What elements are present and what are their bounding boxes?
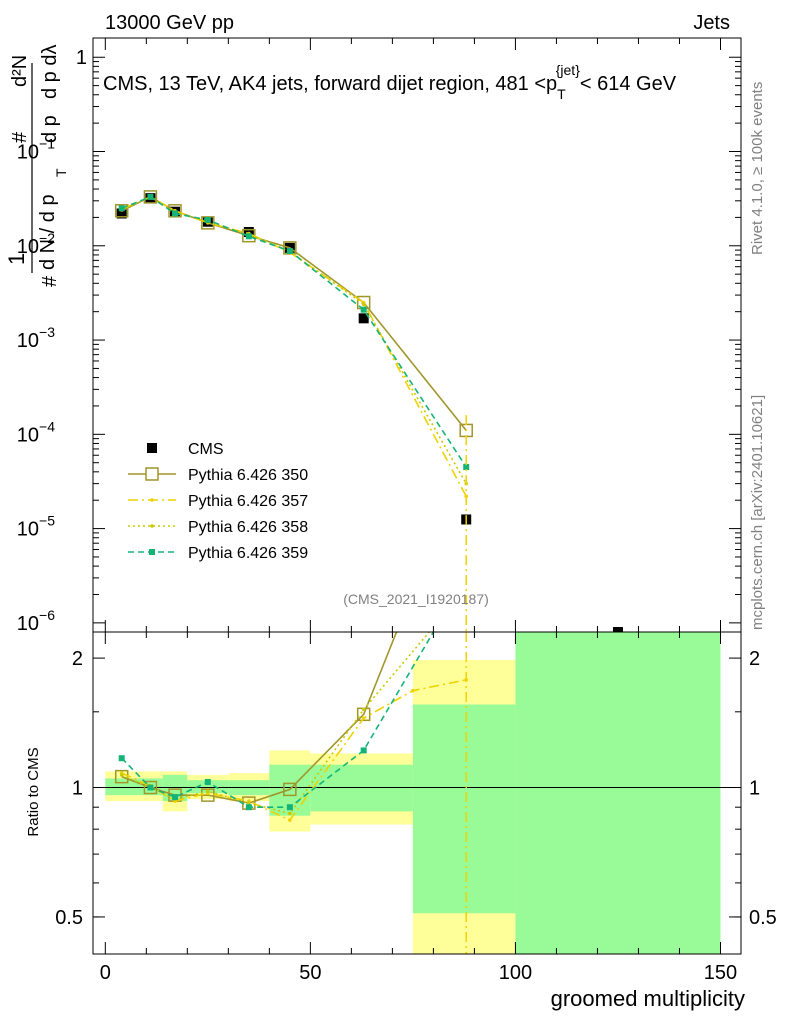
ratio-ylabel: Ratio to CMS [25,747,42,836]
pythia359-marker [286,248,293,255]
legend-label: Pythia 6.426 350 [188,467,308,484]
ratio-plot-bands [93,632,741,954]
ratio-series-line [121,631,435,808]
ratio-marker [288,818,292,822]
ratio-marker [360,747,367,754]
ratio-band-green [515,632,721,954]
pythia359-marker [172,210,179,217]
ratio-marker [361,716,366,720]
pythia359-marker [360,306,367,313]
ratio-marker [143,780,158,795]
pythia350-marker [168,204,182,218]
ratio-plot-axes: 0.5 0.5 1 1 2 2 0 50 100 150 [55,632,777,984]
rivet-version-label: Rivet 4.1.0, ≥ 100k events [749,82,766,255]
header-right: Jets [693,12,730,34]
main-plot-axes: 1 10−1 10−2 10−3 10−4 10−5 10−6 [17,38,741,635]
ratio-ytick-label-right: 0.5 [749,907,777,929]
cms-marker [116,208,127,219]
ylabel-d2n: d²N [9,55,31,87]
ratio-marker [411,688,415,693]
main-ylabel: 1 d N / d p T # d p d²N d p dλ # [4,45,69,287]
legend-marker [145,467,159,481]
ratio-marker [245,804,252,811]
x-axis-label: groomed multiplicity [551,986,745,1011]
pythia359-marker [463,464,470,471]
main-series-line [121,195,467,431]
pythia359-marker [245,233,252,240]
header-left: 13000 GeV pp [105,12,234,34]
main-series-line [121,196,467,468]
main-plot-frame [92,37,742,633]
ylabel-dlambda: d p dλ [39,45,61,99]
ratio-marker [247,801,251,805]
ratio-band-green [412,704,516,914]
main-ytick-label: 10−4 [17,418,55,446]
main-ytick-label: 1 [76,47,87,69]
ratio-marker [361,707,366,712]
x-tick-label: 0 [100,962,111,984]
legend-marker [150,498,154,502]
legend-marker-cms [147,443,157,453]
ylabel-one: 1 [4,253,29,265]
main-series-line [121,196,467,485]
x-tick-label: 150 [704,962,737,984]
ylabel-left: d N / d p [37,194,59,270]
ratio-ytick-label: 1 [72,778,83,800]
plot-title-sup: {jet} [556,62,580,78]
plot-title-pre: CMS, 13 TeV, AK4 jets, forward dijet reg… [103,73,557,95]
legend-label: Pythia 6.426 358 [188,519,308,536]
ratio-marker [288,811,292,816]
legend-label: Pythia 6.426 359 [188,545,308,562]
ratio-ytick-label-right: 2 [749,648,760,670]
legend-marker [150,524,154,528]
legend-label: Pythia 6.426 357 [188,493,308,510]
main-ytick-label: 10−6 [17,607,55,635]
ratio-marker [283,782,297,797]
legend-marker [149,549,155,555]
main-ytick-label: 10−5 [17,513,55,541]
plot-title-sub: T [557,86,566,102]
pythia359-marker [204,216,211,223]
ratio-marker [204,779,211,786]
cms-marker [358,313,369,324]
pythia-marker [361,302,366,307]
ylabel-frac-num: # [9,131,31,143]
main-plot-series [114,190,623,637]
plot-title: CMS, 13 TeV, AK4 jets, forward dijet reg… [103,62,677,102]
ratio-marker [286,804,293,811]
ratio-band-green [187,780,229,794]
ylabel-frac-den: d p [39,115,61,143]
ratio-ytick-label: 0.5 [55,907,83,929]
ratio-ytick-label-right: 1 [749,778,760,800]
main-ytick-label: 10−2 [17,230,55,258]
ylabel-sub-t: T [53,168,69,177]
main-ytick-label: 10−1 [17,136,55,164]
ratio-marker [172,794,179,801]
legend: CMS Pythia 6.426 350 Pythia 6.426 357 Pythi… [128,441,308,562]
main-ytick-label: 10−3 [17,324,55,352]
ratio-plot-series [114,631,469,954]
pythia359-marker [147,193,154,200]
ratio-ytick-label: 2 [72,648,83,670]
ylabel-hash: # [39,275,61,287]
plot-title-post: < 614 GeV [580,73,677,95]
ratio-marker [114,769,129,784]
ratio-marker [118,755,125,762]
x-tick-label: 50 [299,962,321,984]
x-tick-label: 100 [499,962,532,984]
legend-label: CMS [188,441,224,458]
ratio-marker [147,784,154,791]
pythia350-marker [143,190,158,204]
analysis-watermark: (CMS_2021_I1920187) [343,591,489,607]
ratio-marker [119,773,124,777]
mcplots-label: mcplots.cern.ch [arXiv:2401.10621] [749,395,766,630]
ratio-band-green [105,778,135,796]
ratio-plot-frame [92,631,742,955]
pythia350-marker [114,204,129,218]
ratio-marker [206,789,210,794]
pythia359-marker [118,205,125,212]
ratio-band-green [310,764,413,812]
